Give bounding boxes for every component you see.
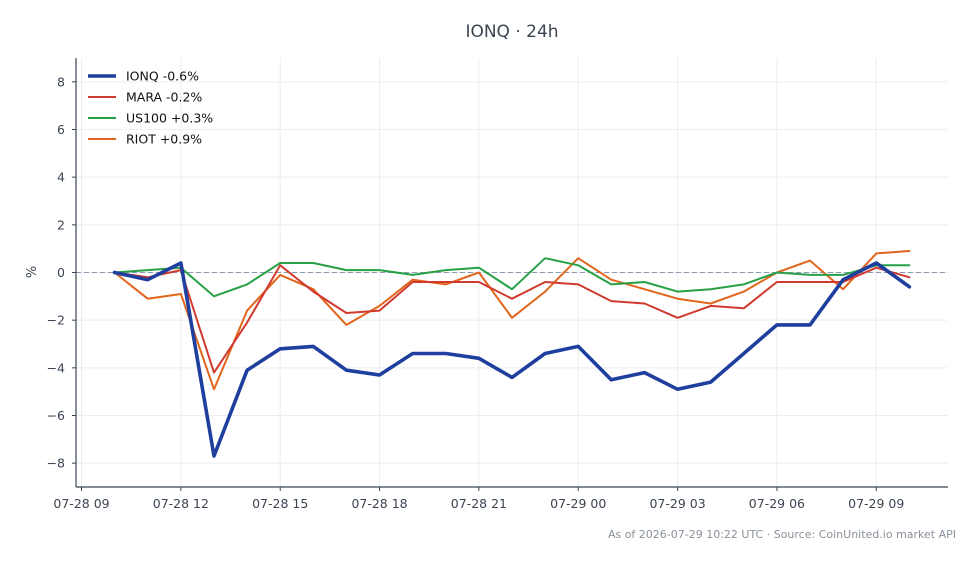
x-ticks: 07-28 09 07-28 12 07-28 15 07-28 18 07-28 21… <box>53 487 904 511</box>
y-ticks: 8 6 4 2 0 −2 −4 −6 −8 <box>47 74 76 471</box>
series-line <box>113 264 911 374</box>
y-tick-label: −2 <box>47 313 65 328</box>
y-tick-label: 2 <box>57 217 65 232</box>
series-line <box>113 257 911 298</box>
y-tick-label: 6 <box>57 122 65 137</box>
x-tick-label: 07-29 03 <box>649 496 705 511</box>
x-tick-label: 07-28 21 <box>451 496 507 511</box>
x-tick-label: 07-29 09 <box>848 496 904 511</box>
legend-label: IONQ -0.6% <box>126 69 199 84</box>
legend-label: US100 +0.3% <box>126 111 213 126</box>
legend-label: MARA -0.2% <box>126 90 202 105</box>
y-tick-label: −6 <box>47 408 65 423</box>
footer-source: As of 2026-07-29 10:22 UTC · Source: Coi… <box>608 528 956 541</box>
y-tick-label: −4 <box>47 360 65 375</box>
x-tick-label: 07-29 00 <box>550 496 606 511</box>
y-tick-label: 4 <box>57 170 65 185</box>
series-line <box>112 261 912 458</box>
chart-title: IONQ · 24h <box>465 22 558 42</box>
legend: IONQ -0.6% MARA -0.2% US100 +0.3% RIOT +0.9… <box>88 69 213 147</box>
y-axis-label: % <box>25 266 40 278</box>
x-tick-label: 07-29 06 <box>749 496 805 511</box>
y-tick-label: 8 <box>57 74 65 89</box>
series-lines <box>112 250 912 458</box>
x-tick-label: 07-28 15 <box>252 496 308 511</box>
x-tick-label: 07-28 09 <box>53 496 109 511</box>
y-tick-label: −8 <box>47 456 65 471</box>
x-tick-label: 07-28 12 <box>153 496 209 511</box>
legend-label: RIOT +0.9% <box>126 132 202 147</box>
y-tick-label: 0 <box>57 265 65 280</box>
x-tick-label: 07-28 18 <box>351 496 407 511</box>
